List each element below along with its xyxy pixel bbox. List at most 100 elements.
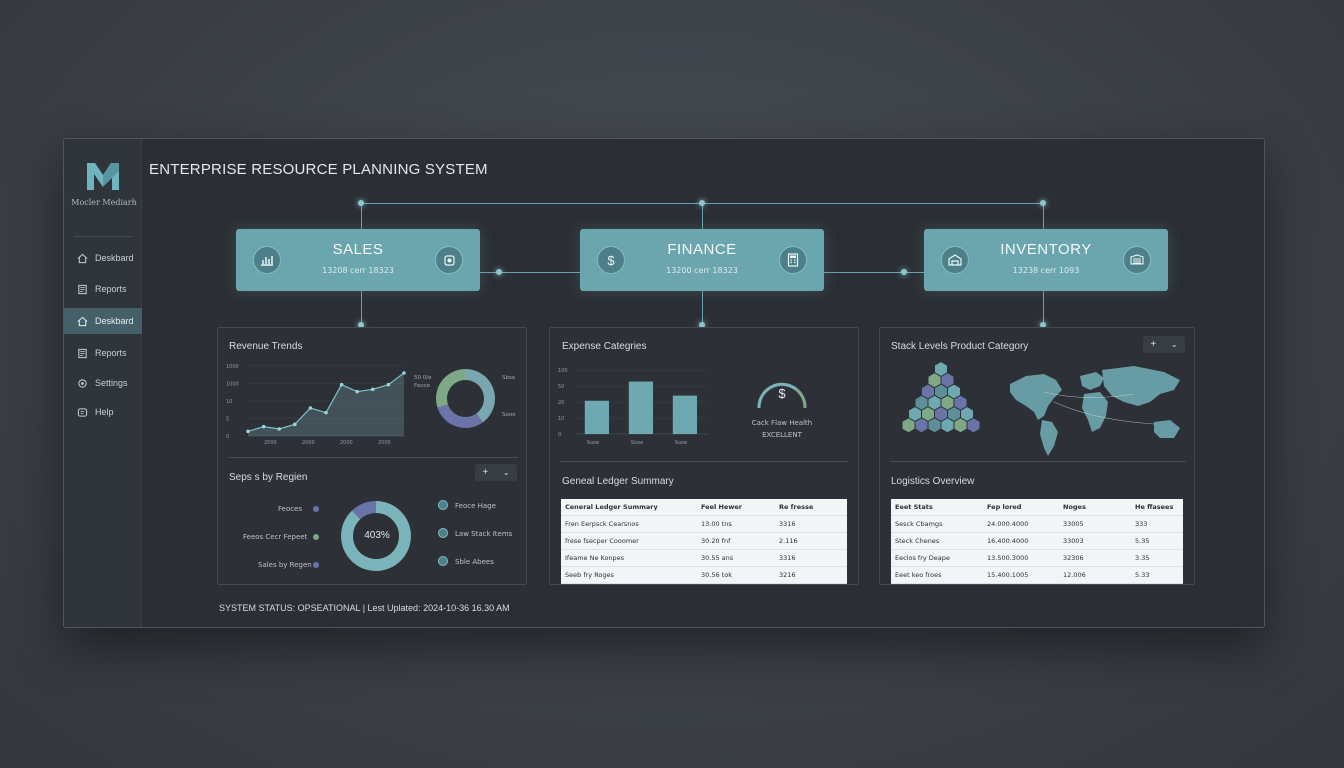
trend-point	[277, 427, 281, 431]
connector-line	[1043, 291, 1044, 327]
panel-controls[interactable]: + ⌄	[1143, 336, 1185, 353]
inventory-module-card[interactable]: INVENTORY 13238 cerr 1093	[924, 229, 1168, 291]
sidebar-item-label: Help	[95, 407, 114, 417]
chevron-down-icon[interactable]: ⌄	[1170, 340, 1178, 349]
connector-node	[358, 200, 364, 206]
panel-title: Stack Levels Product Category	[891, 341, 1029, 352]
table-cell: Ifeame Ne Konpes	[565, 554, 625, 562]
table-row[interactable]: Steck Chenes 16.400.4000 33003 5.35	[891, 533, 1183, 550]
sidebar-item-dashboard[interactable]: Deskbard	[64, 245, 142, 271]
table-cell: 30.55 ans	[701, 554, 734, 562]
sidebar-item-reports[interactable]: Reports	[64, 276, 142, 302]
stock-hex-chart	[902, 362, 980, 433]
sidebar-item-reports-2[interactable]: Reports	[64, 340, 142, 366]
trend-point	[308, 406, 313, 410]
trend-point	[261, 424, 266, 429]
legend-dot	[313, 534, 319, 540]
mini-donut-chart	[436, 369, 495, 428]
table-cell: Fren Eerpsck Cearsnos	[565, 520, 639, 528]
hex-cell	[928, 418, 941, 433]
y-tick-label: 20	[558, 400, 564, 406]
table-cell: 333	[1135, 520, 1148, 528]
table-cell: 24.000.4000	[987, 520, 1029, 528]
hex-cell	[922, 407, 934, 421]
logistics-table: Eeet Stats Fep lored Noges He ffasees Se…	[891, 499, 1183, 584]
hex-cell	[941, 395, 954, 410]
table-cell: 5.33	[1135, 571, 1150, 579]
trend-point	[402, 371, 406, 375]
trend-point	[293, 422, 297, 427]
world-map	[1010, 366, 1180, 456]
finance-module-card[interactable]: $ FINANCE 13200 cerr 18323	[580, 229, 824, 291]
legend-dot	[313, 562, 319, 568]
hex-cell	[935, 384, 947, 399]
table-header-cell: Feel Hewer	[701, 503, 742, 511]
panel-subtitle: Geneal Ledger Summary	[562, 476, 674, 487]
table-header-cell: Fep lored	[987, 503, 1022, 511]
connector-line	[702, 203, 703, 229]
x-tick-label: 2000	[340, 440, 353, 446]
region-label: Sales by Regen	[258, 561, 312, 569]
connector-node	[358, 322, 364, 328]
logo-icon	[87, 163, 119, 190]
table-header-row: Ceneral Ledger Summary Feel Hewer Re fre…	[561, 499, 847, 516]
x-tick-label: 2000	[302, 440, 315, 446]
sidebar-item-dashboard-active[interactable]: Deskbard	[64, 308, 142, 334]
module-subtitle: 13200 cerr 18323	[666, 266, 738, 275]
hex-cell	[915, 395, 928, 410]
module-subtitle: 13238 cerr 1093	[1012, 266, 1080, 275]
donut-center-value: 403%	[364, 530, 390, 541]
module-title: SALES	[332, 241, 384, 258]
table-cell: 3316	[779, 520, 796, 528]
table-row[interactable]: Fren Eerpsck Cearsnos 13.00 tns 3316	[561, 516, 847, 533]
legend-icon	[438, 500, 448, 510]
panel-controls[interactable]: + ⌄	[475, 464, 517, 481]
x-tick-label: Sooe	[587, 440, 599, 446]
hex-cell	[948, 384, 960, 399]
table-row[interactable]: frese fsecper Cooomer 30.20 fnf 2.116	[561, 533, 847, 550]
connector-node	[496, 269, 502, 275]
gauge-status: EXCELLENT	[762, 431, 802, 439]
legend-dot	[313, 506, 319, 512]
table-row[interactable]: Seeb fry Roges 30.56 tok 3216	[561, 567, 847, 584]
table-cell: 13.00 tns	[701, 520, 732, 528]
warehouse-icon	[941, 246, 969, 274]
sidebar-item-label: Reports	[95, 284, 127, 294]
add-button[interactable]: +	[1150, 339, 1157, 350]
hex-cell	[922, 384, 934, 399]
connector-line	[361, 291, 362, 327]
table-row[interactable]: Eeet keo froes 15.400.1005 12.006 5.33	[891, 567, 1183, 584]
add-button[interactable]: +	[482, 467, 489, 478]
hex-cell	[967, 418, 980, 433]
table-cell: frese fsecper Cooomer	[565, 537, 639, 545]
connector-line	[480, 272, 581, 273]
table-header-cell: Eeet Stats	[895, 503, 933, 511]
table-header-cell: Re fresse	[779, 503, 814, 511]
status-bar: SYSTEM STATUS: OPSEATIONAL | Lest Uplate…	[219, 603, 510, 613]
donut-label: 50 0/e	[414, 375, 432, 381]
region-label: Feoces	[278, 505, 303, 513]
expense-bar	[672, 395, 697, 434]
hex-cell	[941, 418, 954, 433]
sales-module-card[interactable]: SALES 13208 cerr 18323	[236, 229, 480, 291]
sidebar-item-help[interactable]: Help	[64, 399, 142, 425]
table-row[interactable]: Ifeame Ne Konpes 30.55 ans 3316	[561, 550, 847, 567]
table-row[interactable]: Sesck Cbamgs 24.000.4000 33005 333	[891, 516, 1183, 533]
sidebar: Mocler Mediarh Deskbard Reports Deskbard…	[64, 139, 142, 627]
page-title: ENTERPRISE RESOURCE PLANNING SYSTEM	[149, 161, 488, 178]
donut-slice	[437, 403, 483, 428]
legend-icon	[438, 556, 448, 566]
table-cell: Sesck Cbamgs	[895, 520, 943, 528]
chevron-down-icon[interactable]: ⌄	[502, 468, 510, 477]
panel-title: Revenue Trends	[229, 341, 303, 352]
table-cell: 32306	[1063, 554, 1084, 562]
y-tick-label: 50	[558, 384, 564, 390]
connector-node	[699, 200, 705, 206]
trend-point	[339, 382, 344, 387]
table-cell: 3.35	[1135, 554, 1150, 562]
sidebar-item-settings[interactable]: Settings	[64, 370, 142, 396]
table-row[interactable]: Eeclos fry Deape 13.500.3000 32306 3.35	[891, 550, 1183, 567]
connector-line	[702, 291, 703, 327]
dollar-icon: $	[597, 246, 625, 274]
